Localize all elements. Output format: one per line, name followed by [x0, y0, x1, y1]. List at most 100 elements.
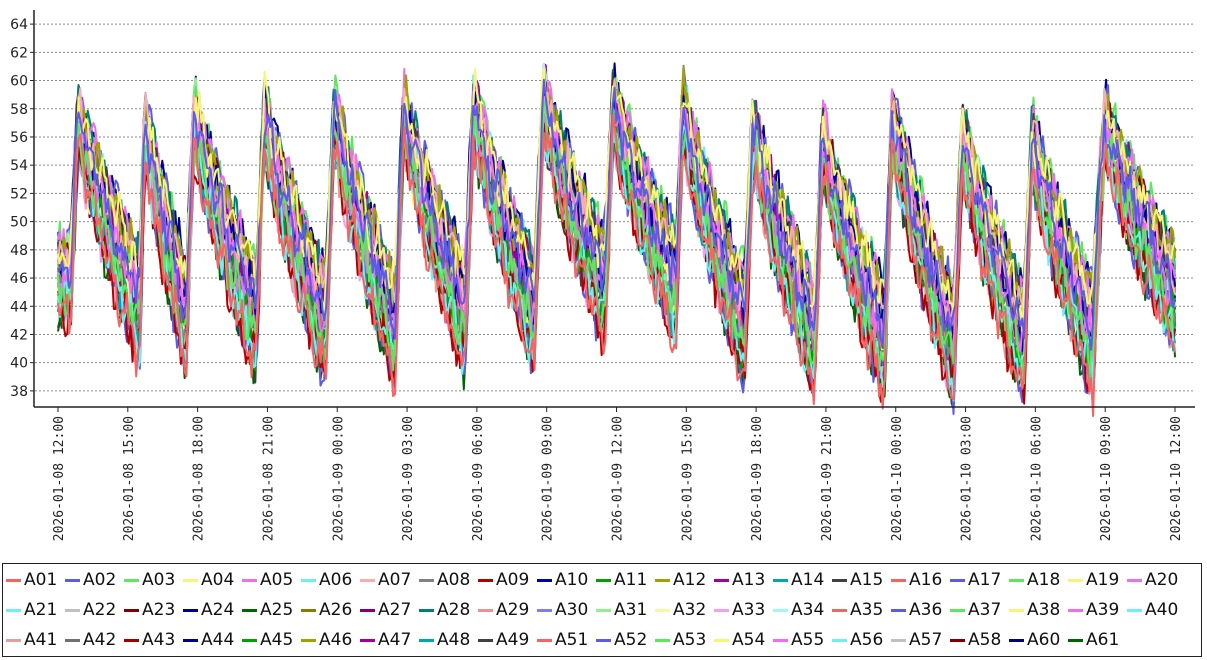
legend-label: A01 [24, 570, 58, 590]
legend-item: A27 [360, 600, 419, 620]
x-tick-label: 2026-01-09 15:00 [680, 416, 695, 541]
legend-swatch [832, 578, 847, 582]
legend-item: A13 [714, 570, 773, 590]
legend-label: A34 [791, 600, 825, 620]
legend-item: A58 [950, 630, 1009, 650]
y-tick-label: 44 [10, 299, 28, 315]
legend-label: A49 [496, 630, 530, 650]
series-line-a02 [57, 78, 1176, 351]
y-tick-label: 38 [10, 384, 28, 400]
legend-swatch [1009, 608, 1024, 612]
legend-label: A26 [319, 600, 353, 620]
legend-item: A37 [950, 600, 1009, 620]
legend-label: A54 [732, 630, 766, 650]
legend-label: A09 [496, 570, 530, 590]
legend-item: A20 [1127, 570, 1186, 590]
legend-swatch [6, 578, 21, 582]
legend-item: A26 [301, 600, 360, 620]
legend-swatch [65, 608, 80, 612]
legend-item: A61 [1068, 630, 1127, 650]
legend-swatch [1068, 578, 1083, 582]
legend-swatch [242, 578, 257, 582]
legend-swatch [950, 638, 965, 642]
legend-label: A19 [1086, 570, 1120, 590]
legend-swatch [124, 578, 139, 582]
legend-swatch [478, 578, 493, 582]
legend-swatch [301, 638, 316, 642]
legend-label: A31 [614, 600, 648, 620]
legend-item: A39 [1068, 600, 1127, 620]
legend-item: A34 [773, 600, 832, 620]
legend-item: A22 [65, 600, 124, 620]
legend-item: A33 [714, 600, 773, 620]
x-tick-label: 2026-01-08 21:00 [261, 416, 276, 541]
legend-item: A32 [655, 600, 714, 620]
legend-swatch [714, 578, 729, 582]
legend-label: A48 [437, 630, 471, 650]
legend-label: A33 [732, 600, 766, 620]
legend-label: A03 [142, 570, 176, 590]
legend-label: A56 [850, 630, 884, 650]
legend-label: A07 [378, 570, 412, 590]
legend-row: A41 A42 A43 A44 A45 A46 A47 A48 A49 A51 A52 A53 A54 A… [6, 625, 1127, 655]
legend-item: A47 [360, 630, 419, 650]
legend-swatch [891, 608, 906, 612]
y-tick-label: 42 [10, 327, 28, 343]
legend-swatch [65, 638, 80, 642]
legend-swatch [596, 638, 611, 642]
legend-label: A42 [83, 630, 117, 650]
legend-label: A35 [850, 600, 884, 620]
y-tick-label: 48 [10, 243, 28, 259]
legend-label: A47 [378, 630, 412, 650]
legend-swatch [6, 638, 21, 642]
legend-swatch [124, 638, 139, 642]
legend-item: A55 [773, 630, 832, 650]
series-lines [57, 62, 1176, 418]
legend-swatch [1068, 608, 1083, 612]
legend-label: A40 [1145, 600, 1179, 620]
legend-label: A38 [1027, 600, 1061, 620]
legend-item: A31 [596, 600, 655, 620]
series-line-a05 [57, 97, 1176, 356]
x-tick-label: 2026-01-10 00:00 [890, 416, 905, 541]
legend-item: A10 [537, 570, 596, 590]
legend-item: A53 [655, 630, 714, 650]
legend-swatch [714, 608, 729, 612]
series-line-a01 [57, 114, 1176, 418]
legend-item: A17 [950, 570, 1009, 590]
legend-label: A13 [732, 570, 766, 590]
legend-item: A04 [183, 570, 242, 590]
y-tick-label: 56 [10, 130, 28, 146]
x-tick-label: 2026-01-09 21:00 [820, 416, 835, 541]
legend-item: A43 [124, 630, 183, 650]
legend-swatch [655, 638, 670, 642]
legend-item: A40 [1127, 600, 1186, 620]
legend-label: A20 [1145, 570, 1179, 590]
legend-item: A51 [537, 630, 596, 650]
legend-label: A39 [1086, 600, 1120, 620]
legend-item: A45 [242, 630, 301, 650]
legend-item: A21 [6, 600, 65, 620]
legend-label: A28 [437, 600, 471, 620]
legend-item: A07 [360, 570, 419, 590]
legend-swatch [891, 638, 906, 642]
legend-item: A42 [65, 630, 124, 650]
legend-item: A08 [419, 570, 478, 590]
legend-label: A23 [142, 600, 176, 620]
legend-item: A52 [596, 630, 655, 650]
legend-item: A30 [537, 600, 596, 620]
y-tick-label: 62 [10, 45, 28, 61]
legend-label: A41 [24, 630, 58, 650]
legend-label: A16 [909, 570, 943, 590]
y-tick-label: 46 [10, 271, 28, 287]
legend-item: A38 [1009, 600, 1068, 620]
legend-swatch [183, 578, 198, 582]
legend-item: A12 [655, 570, 714, 590]
legend-item: A14 [773, 570, 832, 590]
legend-item: A29 [478, 600, 537, 620]
x-tick-label: 2026-01-10 12:00 [1169, 416, 1184, 541]
x-tick-label: 2026-01-09 00:00 [331, 416, 346, 541]
y-tick-labels: 38 40 42 44 46 48 50 52 54 56 58 60 62 64 [10, 17, 28, 400]
legend-swatch [6, 608, 21, 612]
legend-swatch [301, 608, 316, 612]
